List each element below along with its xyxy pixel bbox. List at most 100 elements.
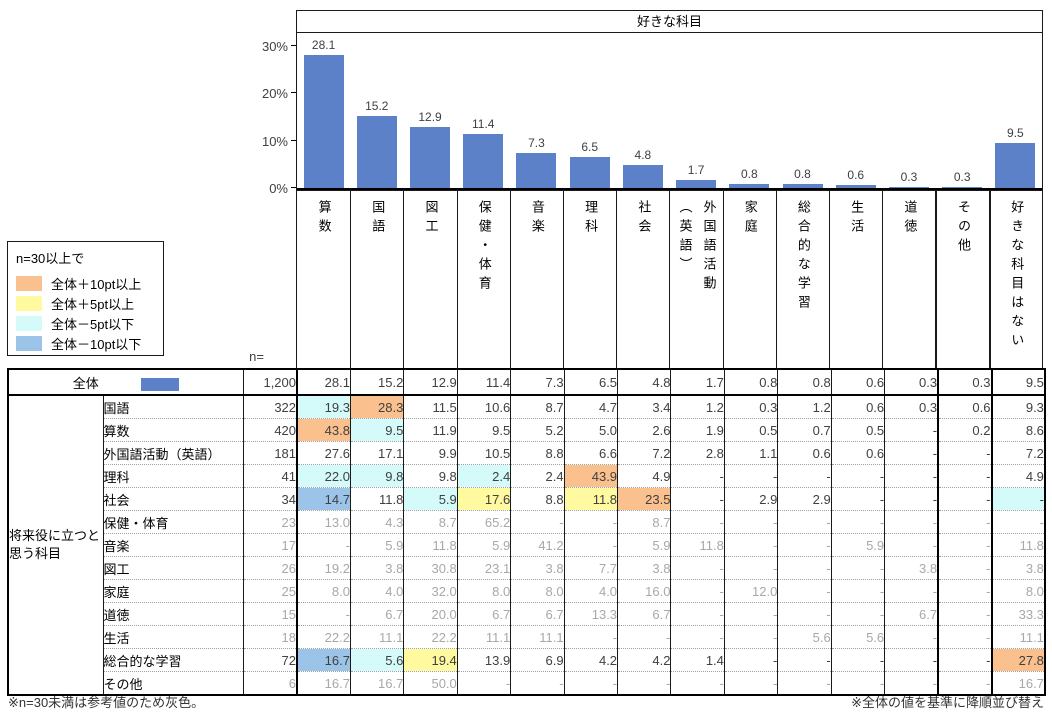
table-cell: 11.1 — [510, 625, 565, 649]
table-row: 音楽 17-5.9 11.8 5.9 41.2-5.9 11.8- -5.9- -11.8 — [8, 533, 1045, 557]
table-cell: 23.5 — [617, 487, 671, 511]
table-row: その他 6 16.7 16.7 50.0- - - - - - - - - -16.7 — [8, 671, 1045, 695]
table-cell: 0.6 — [830, 369, 885, 396]
table-cell: - — [830, 487, 885, 511]
table-cell: 1.2 — [670, 395, 725, 419]
table-cell: 5.2 — [510, 418, 565, 442]
table-cell: - — [296, 533, 351, 557]
table-cell: - — [723, 602, 778, 626]
table-cell: 5.9 — [403, 487, 458, 511]
chart-bar — [782, 184, 823, 188]
table-cell: - — [670, 487, 725, 511]
table-cell: - — [884, 510, 939, 534]
chart-bar — [410, 126, 451, 188]
table-cell: - — [723, 510, 778, 534]
crosstab-table-wrap: 全体 1,200 28.1 15.2 12.9 11.4 7.3 6.5 4.8 1.7 0.8 0.… — [7, 368, 1046, 696]
chart-bar-value: 0.3 — [900, 169, 918, 184]
table-cell: 1.2 — [777, 395, 832, 419]
table-cell: - — [723, 464, 778, 488]
table-cell: 12.9 — [403, 369, 458, 396]
table-cell: 6.7 — [510, 602, 565, 626]
chart-bar — [303, 55, 344, 188]
chart-category-axis: 算数 国語 図工 保健・体育 音楽 理科 社会 外国語活動 （英語） 家庭 総合的な学習 生活 道徳そ… — [296, 191, 1043, 368]
table-cell: 7.2 — [617, 441, 671, 465]
table-cell: - — [670, 602, 725, 626]
chart-bar — [463, 134, 504, 188]
category-label: 算数 — [316, 200, 332, 238]
legend-swatch — [16, 335, 42, 351]
chart-bar-value: 15.2 — [365, 99, 389, 114]
table-cell: 4.8 — [617, 369, 671, 396]
table-cell: 1.7 — [670, 369, 725, 396]
category-label-cell: 生活 — [829, 191, 882, 368]
category-label: 図工 — [423, 200, 439, 238]
table-cell: 19.3 — [296, 395, 351, 419]
table-cell: 8.7 — [510, 395, 565, 419]
y-axis-tick-mark — [291, 45, 296, 47]
table-row: 外国語活動（英語） 181 27.6 17.1 9.9 10.5 8.8 6.6 7.2 2.8 1… — [8, 441, 1045, 465]
category-label: 総合的な学習 — [795, 200, 811, 314]
table-cell: 11.8 — [670, 533, 725, 557]
table-cell: - — [510, 510, 565, 534]
row-label: その他 — [102, 671, 244, 695]
legend-item-label: 全体－5pt以下 — [51, 316, 135, 332]
chart-bar-value: 28.1 — [311, 38, 336, 53]
category-label-cell: 保健・体育 — [456, 191, 510, 368]
table-cell: - — [830, 464, 885, 488]
table-row: 算数 420 43.8 9.5 11.9 9.5 5.2 5.0 2.6 1.9 0.5 0.7 0.5… — [8, 418, 1045, 442]
table-cell: 6.5 — [563, 369, 618, 396]
table-cell: 43.8 — [296, 418, 351, 442]
table-cell: 50.0 — [403, 671, 458, 695]
table-cell: 5.6 — [777, 625, 832, 649]
chart-bar-value: 11.4 — [472, 117, 495, 132]
table-cell: - — [723, 648, 778, 672]
table-cell: 7.2 — [990, 441, 1045, 465]
table-cell: - — [884, 441, 939, 465]
legend-item: 全体＋10pt以上 — [16, 273, 163, 293]
y-axis-tick-mark — [291, 92, 296, 94]
category-label: 道徳 — [902, 200, 918, 238]
table-cell: 9.8 — [403, 464, 458, 488]
table-row: 将来役に立つと思う科目 国語 322 19.3 28.3 11.5 10.6 8.7 4.7 3.… — [8, 395, 1045, 696]
table-cell: - — [777, 602, 832, 626]
table-cell: - — [937, 556, 992, 580]
table-cell: - — [830, 579, 885, 603]
table-cell: - — [830, 648, 885, 672]
table-cell: 9.5 — [349, 418, 404, 442]
row-label: 音楽 — [102, 533, 244, 557]
table-cell: 3.8 — [510, 556, 565, 580]
table-cell: 6.7 — [617, 602, 671, 626]
chart-bar — [888, 186, 929, 188]
table-cell: 30.8 — [403, 556, 458, 580]
table-cell: 8.7 — [617, 510, 671, 534]
row-label: 社会 — [102, 487, 244, 511]
table-cell: 0.3 — [937, 369, 992, 396]
table-cell: - — [937, 602, 992, 626]
n-value: 26 — [242, 556, 298, 580]
table-cell: - — [830, 602, 885, 626]
table-cell: 3.8 — [349, 556, 404, 580]
table-row: 生活 18 22.2 11.1 22.2 11.1 11.1- - - -5.6 5.6- -11.1 — [8, 625, 1045, 649]
footnote-grey: ※n=30未満は参考値のため灰色。 — [8, 695, 205, 710]
table-cell: 8.6 — [990, 418, 1045, 442]
table-cell: 33.3 — [990, 602, 1045, 626]
table-cell: 5.9 — [456, 533, 511, 557]
table-cell: 17.1 — [349, 441, 404, 465]
table-cell: - — [937, 441, 992, 465]
n-value: 420 — [242, 418, 298, 442]
table-cell: 4.0 — [349, 579, 404, 603]
table-cell: 4.7 — [563, 395, 618, 419]
legend-item-label: 全体＋10pt以上 — [51, 276, 142, 292]
n-value: 6 — [242, 671, 298, 695]
table-cell: - — [510, 671, 565, 695]
table-cell: 0.5 — [830, 418, 885, 442]
table-cell: - — [937, 487, 992, 511]
table-cell: - — [670, 464, 725, 488]
table-cell: 11.4 — [456, 369, 511, 396]
table-cell: - — [990, 487, 1045, 511]
chart-bar — [835, 185, 876, 188]
row-label: 道徳 — [102, 602, 244, 626]
chart-bar-value: 12.9 — [418, 109, 442, 124]
table-cell: - — [563, 625, 618, 649]
table-cell: 5.9 — [617, 533, 671, 557]
